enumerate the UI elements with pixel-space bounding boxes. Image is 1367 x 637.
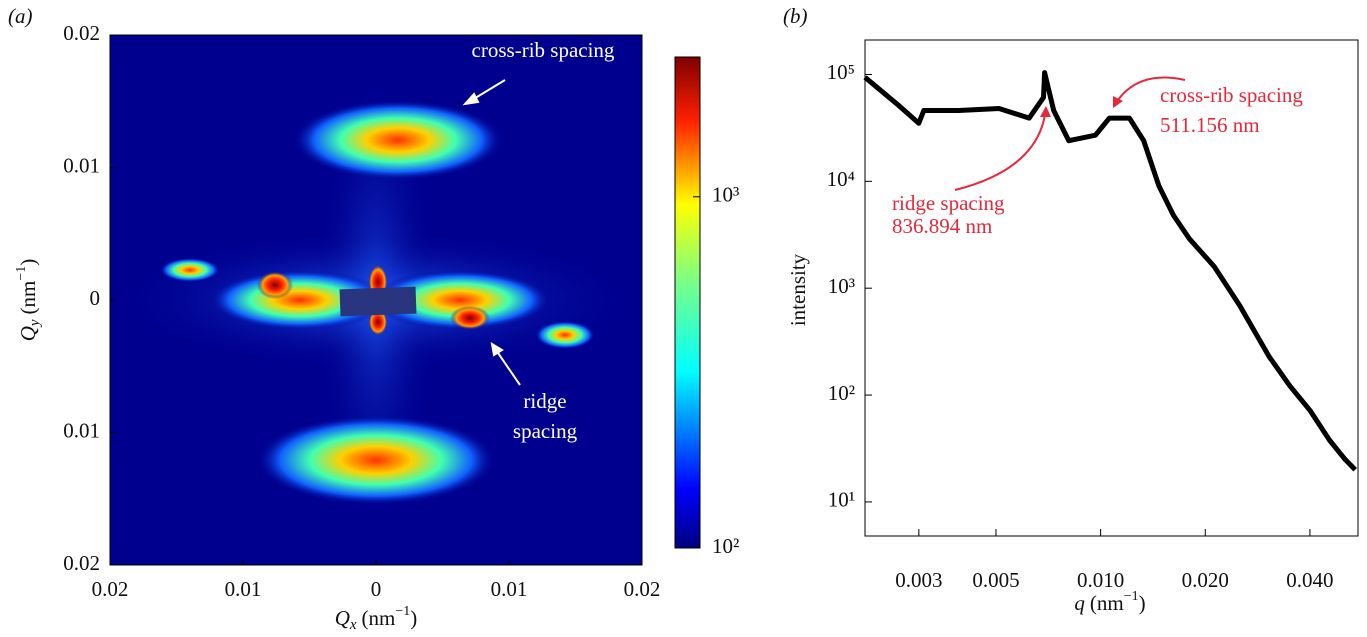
y-tick-label: 10³ <box>828 274 855 298</box>
label-sub: x <box>349 617 357 633</box>
label-close: ) <box>410 606 417 630</box>
axes-frame <box>864 39 1359 537</box>
label-sup: −1 <box>395 604 410 619</box>
y-axis-label: intensity <box>786 253 810 326</box>
y-tick-label: 0.02 <box>63 21 100 45</box>
y-tick-label: 0.01 <box>63 153 100 177</box>
panel-label: (a) <box>8 4 33 28</box>
annotation: cross-rib spacing <box>472 38 615 62</box>
intensity-line <box>863 70 1357 472</box>
x-tick-label: 0.01 <box>491 577 528 601</box>
colorbar-tick-label: 10² <box>712 534 739 558</box>
annotation: ridge spacing <box>892 191 1005 215</box>
x-tick-label: 0.02 <box>92 577 129 601</box>
x-tick-label: 0.003 <box>895 568 942 592</box>
label-symbol: q <box>1074 591 1085 615</box>
y-tick-label: 0 <box>90 286 101 310</box>
x-tick-label: 0.010 <box>1077 568 1124 592</box>
label-close: ) <box>1139 591 1146 615</box>
heatmap-image <box>110 35 642 565</box>
colorbar-tick-label: 10³ <box>712 183 739 207</box>
y-tick-label: 10² <box>828 381 855 405</box>
x-tick-label: 0.040 <box>1286 568 1333 592</box>
annotation: ridge <box>523 389 566 413</box>
annotation: spacing <box>513 419 578 443</box>
label-close: ) <box>16 259 40 266</box>
y-tick-label: 10⁵ <box>827 60 855 84</box>
x-tick-label: 0 <box>371 577 382 601</box>
y-tick-label: 10⁴ <box>827 167 855 191</box>
label-unit: (nm <box>362 606 396 630</box>
label-symbol: Q <box>16 326 40 341</box>
label-symbol: Q <box>335 606 350 630</box>
annotation: 836.894 nm <box>892 214 992 238</box>
x-tick-label: 0.01 <box>225 577 262 601</box>
arrowheads-b <box>1040 96 1123 117</box>
axis-label: Qy (nm−1) <box>14 259 43 342</box>
colorbar <box>674 56 701 549</box>
label-sub: y <box>27 319 43 328</box>
y-tick-label: 0.01 <box>63 418 100 442</box>
arrows-a <box>462 79 521 386</box>
panel-label: (b) <box>783 4 808 28</box>
label-sup: −1 <box>1124 589 1139 604</box>
y-tick-label: 10¹ <box>828 488 855 512</box>
y-tick-label: 0.02 <box>63 551 100 575</box>
annotation: 511.156 nm <box>1160 113 1260 137</box>
label-sup: −1 <box>14 266 29 281</box>
label-unit: (nm <box>16 281 40 315</box>
arrows-b <box>954 76 1186 191</box>
x-tick-label: 0.005 <box>972 568 1019 592</box>
x-tick-label: 0.02 <box>624 577 661 601</box>
x-tick-label: 0.020 <box>1182 568 1229 592</box>
label-unit: (nm <box>1090 591 1124 615</box>
axis-label: q (nm−1) <box>1074 589 1145 615</box>
annotation: cross-rib spacing <box>1160 83 1303 107</box>
axis-label: Qx (nm−1) <box>335 604 418 633</box>
